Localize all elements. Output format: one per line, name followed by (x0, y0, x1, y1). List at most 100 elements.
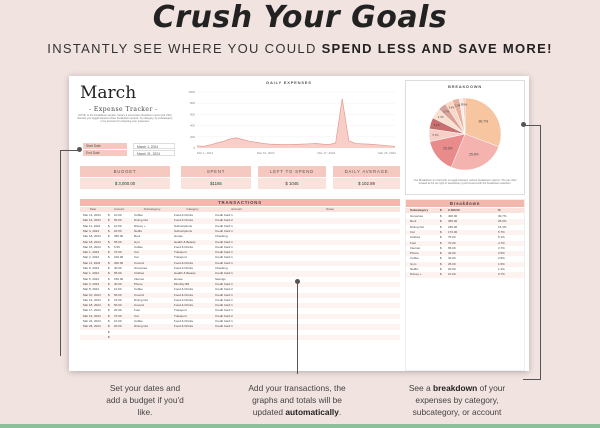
row-amount[interactable]: 40.00 (114, 281, 122, 286)
row-date[interactable]: Mar 1, 2024 (83, 250, 100, 255)
row-date[interactable]: Mar 3, 2024 (83, 281, 100, 286)
row-currency[interactable]: $ (108, 218, 110, 223)
row-subcategory[interactable]: Coffee (134, 319, 143, 323)
row-subcategory[interactable]: Coffee (134, 287, 143, 292)
row-amount[interactable]: 65.00 (114, 239, 122, 244)
row-amount[interactable]: 10.00 (114, 319, 122, 323)
row-account[interactable]: Credit Card 1 (215, 228, 233, 233)
table-row[interactable]: Mar 3, 2024 $40.00 Phone Monthly Bill Credit… (80, 281, 400, 288)
row-account[interactable]: Credit Card 1 (215, 250, 233, 255)
row-category[interactable]: Subscriptions (174, 228, 193, 233)
row-currency[interactable]: $ (108, 276, 110, 281)
row-subcategory[interactable]: Car (134, 255, 139, 260)
row-account[interactable]: Credit Card 1 (215, 213, 233, 217)
table-row[interactable]: Mar 13, 2024 $70.00 Car Transport Credit Car… (80, 313, 400, 319)
row-subcategory[interactable]: Groceries (134, 266, 148, 270)
row-date[interactable]: Mar 13, 2024 (83, 213, 101, 217)
row-account[interactable]: Credit Card 1 (215, 324, 233, 329)
row-category[interactable]: Food & Drinks (174, 292, 194, 297)
row-date[interactable]: Mar 13, 2024 (83, 313, 101, 318)
row-date[interactable]: Mar 18, 2024 (83, 303, 101, 308)
row-account[interactable]: Credit Card 1 (215, 303, 233, 308)
row-category[interactable]: House (174, 234, 183, 239)
row-date[interactable]: Mar 17, 2024 (83, 308, 101, 313)
row-date[interactable]: Mar 26, 2024 (83, 324, 101, 329)
row-date[interactable]: Mar 8, 2024 (83, 287, 100, 292)
table-row[interactable]: Mar 12, 2024 $15.00 Dining Out Food & Drink… (80, 298, 400, 303)
row-account[interactable]: Checking (215, 234, 228, 239)
row-currency[interactable]: $ (108, 223, 110, 228)
row-amount[interactable]: 350.00 (114, 234, 124, 239)
row-account[interactable]: Credit Card 1 (215, 255, 233, 260)
row-subcategory[interactable]: Coverts (134, 303, 145, 308)
row-currency[interactable]: $ (108, 228, 110, 233)
row-date[interactable]: Mar 18, 2024 (83, 239, 101, 244)
table-row[interactable]: Mar 11, 2024 $10.00 Disney + Subscriptions C… (80, 224, 400, 229)
row-currency[interactable]: $ (108, 255, 110, 260)
row-currency[interactable]: $ (108, 297, 110, 302)
row-subcategory[interactable]: Coffee (134, 213, 143, 217)
table-row[interactable]: Mar 1, 2024 $70.00 Car Transport Credit Card… (80, 250, 400, 256)
row-subcategory[interactable]: Dining Out (134, 297, 149, 302)
row-date[interactable]: Mar 1, 2024 (83, 271, 100, 276)
row-category[interactable]: Transport (174, 255, 187, 260)
row-category[interactable]: House (174, 276, 183, 281)
row-currency[interactable]: $ (108, 271, 110, 276)
breakdown-select-row[interactable]: Subcategory $ 2,183.00 % (406, 208, 524, 214)
table-row[interactable]: Mar 2, 2024 $100.00 Car Transport Credit Car… (80, 255, 400, 260)
row-account[interactable]: Credit Card 1 (215, 244, 233, 249)
row-category[interactable]: Food & Drinks (174, 218, 194, 223)
row-account[interactable]: Credit Card 1 (215, 281, 233, 286)
row-amount[interactable]: 6.50 (114, 244, 120, 249)
table-row[interactable]: Mar 18, 2024 $350.00 Rent House Checking (80, 234, 400, 239)
row-account[interactable]: Credit Card 1 (215, 271, 233, 276)
row-subcategory[interactable]: Car (134, 250, 139, 255)
table-row[interactable]: Mar 15, 2024 $6.50 Coffee Food & Drinks Cred… (80, 245, 400, 250)
row-category[interactable]: Health & Beauty (174, 271, 196, 276)
row-date[interactable]: Mar 11, 2024 (83, 260, 101, 265)
row-currency[interactable]: $ (108, 266, 110, 270)
row-amount[interactable]: 15.00 (114, 297, 122, 302)
row-account[interactable]: Credit Card 1 (215, 292, 233, 297)
row-currency[interactable]: $ (108, 324, 110, 329)
row-account[interactable]: Credit Card 1 (215, 297, 233, 302)
table-row[interactable]: Mar 8, 2024 $40.00 Groceries Food & Drinks C… (80, 266, 400, 271)
row-account[interactable]: Credit Card 1 (215, 308, 233, 313)
table-row[interactable]: $ (80, 334, 400, 341)
row-date[interactable]: Mar 15, 2024 (83, 244, 101, 249)
table-row[interactable]: Mar 24, 2024 $10.00 Coffee Food & Drinks Cre… (80, 319, 400, 324)
row-amount[interactable]: 150.00 (114, 276, 124, 281)
table-row[interactable]: Mar 8, 2024 $10.00 Coffee Food & Drinks Cred… (80, 287, 400, 292)
row-date[interactable]: Mar 24, 2024 (83, 319, 101, 323)
row-amount[interactable]: 65.00 (114, 271, 122, 276)
row-account[interactable]: Credit Card 1 (215, 319, 233, 323)
row-amount[interactable]: 70.00 (114, 313, 122, 318)
row-date[interactable]: Mar 8, 2024 (83, 266, 100, 270)
row-account[interactable]: Credit Card 1 (215, 260, 233, 265)
row-amount[interactable]: 50.00 (114, 292, 122, 297)
row-amount[interactable]: 10.00 (114, 287, 122, 292)
row-subcategory[interactable]: Dining Out (134, 218, 149, 223)
row-subcategory[interactable]: Car (134, 313, 139, 318)
row-subcategory[interactable]: Coverts (134, 292, 145, 297)
row-amount[interactable]: 20.50 (114, 228, 122, 233)
row-currency[interactable]: $ (108, 260, 110, 265)
row-currency[interactable]: $ (108, 319, 110, 323)
row-date[interactable]: Mar 14, 2024 (83, 218, 101, 223)
row-subcategory[interactable]: Netflix (134, 228, 143, 233)
row-category[interactable]: Transport (174, 313, 187, 318)
row-amount[interactable]: 10.00 (114, 213, 122, 217)
table-row[interactable]: Mar 13, 2024 $10.00 Coffee Food & Drinks Cre… (80, 213, 400, 218)
table-row[interactable]: Mar 17, 2024 $20.00 Fuel Transport Credit Ca… (80, 308, 400, 313)
row-category[interactable]: Food & Drinks (174, 244, 194, 249)
row-currency[interactable]: $ (108, 329, 110, 334)
row-currency[interactable]: $ (108, 239, 110, 244)
table-row[interactable]: Mar 18, 2024 $50.00 Coverts Food & Drinks Cr… (80, 303, 400, 309)
table-row[interactable]: Mar 1, 2024 $65.00 Clothes Health & Beauty C… (80, 271, 400, 277)
row-category[interactable]: Transport (174, 250, 187, 255)
row-date[interactable]: Mar 3, 2024 (83, 228, 100, 233)
row-currency[interactable]: $ (108, 281, 110, 286)
row-subcategory[interactable]: Fuel (134, 308, 140, 313)
row-amount[interactable]: 100.00 (114, 255, 124, 260)
table-row[interactable]: Mar 26, 2024 $20.00 Dining Out Food & Drink… (80, 324, 400, 330)
